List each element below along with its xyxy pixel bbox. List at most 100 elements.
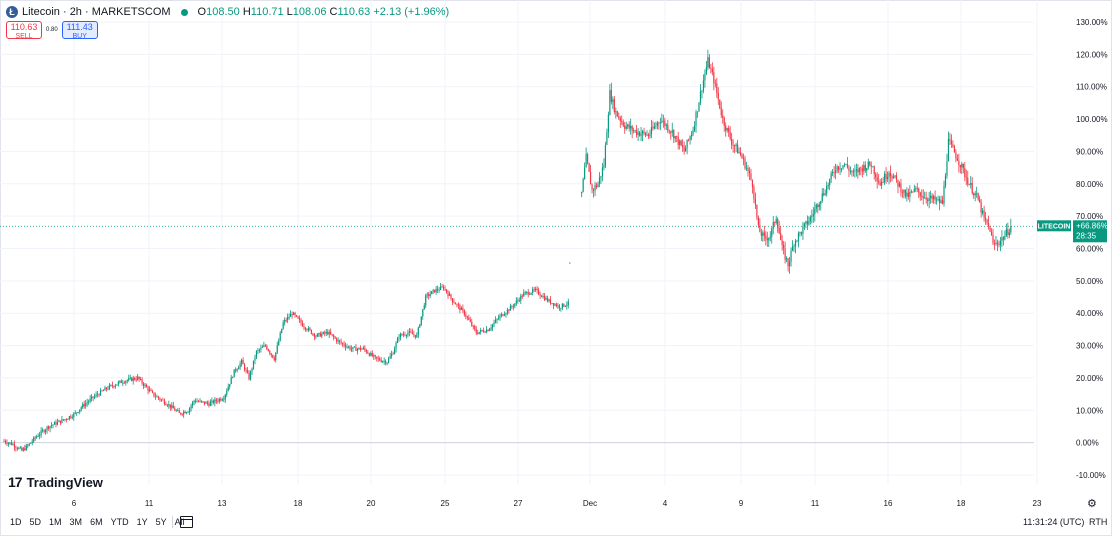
symbol-title[interactable]: Litecoin · 2h · MARKETSCOM xyxy=(22,6,171,18)
candle-body xyxy=(116,384,118,386)
x-tick-label: 6 xyxy=(72,499,77,508)
sell-button[interactable]: 110.63 SELL xyxy=(6,21,42,40)
range-all-button[interactable]: All xyxy=(174,517,185,527)
candle-body xyxy=(872,166,874,168)
candle-body xyxy=(882,182,884,183)
candle-body xyxy=(393,349,396,355)
candle-body xyxy=(46,426,48,431)
session-toggle[interactable]: RTH xyxy=(1089,517,1108,527)
candle-body xyxy=(512,306,514,308)
candle-body xyxy=(876,177,878,182)
candle-body xyxy=(989,225,991,232)
candle-body xyxy=(901,192,904,194)
candle-body xyxy=(16,448,18,449)
gear-icon[interactable]: ⚙ xyxy=(1087,498,1097,510)
candle-body xyxy=(784,248,786,260)
candle-body xyxy=(787,258,789,267)
candle-body xyxy=(652,127,654,129)
range-1d-button[interactable]: 1D xyxy=(10,517,22,527)
candle-body xyxy=(230,377,232,385)
range-5y-button[interactable]: 5Y xyxy=(155,517,167,527)
candle-body xyxy=(858,167,860,173)
candle-body xyxy=(214,399,216,404)
candle-body xyxy=(719,99,721,109)
candle-body xyxy=(220,398,222,401)
candle-body xyxy=(631,126,633,131)
candle-body xyxy=(358,347,360,349)
range-3m-button[interactable]: 3M xyxy=(69,517,83,527)
candle-body xyxy=(946,161,948,176)
candle-body xyxy=(999,240,1002,246)
candle-body xyxy=(110,384,112,386)
candle-body xyxy=(148,389,151,391)
candle-body xyxy=(903,189,905,193)
candle-body xyxy=(18,447,20,449)
candle-body xyxy=(399,333,402,338)
candle-body xyxy=(600,176,602,178)
candle-body xyxy=(137,376,139,380)
candle-body xyxy=(490,327,492,330)
candle-body xyxy=(606,132,608,145)
range-1y-button[interactable]: 1Y xyxy=(136,517,148,527)
candle-body xyxy=(925,197,927,200)
range-6m-button[interactable]: 6M xyxy=(90,517,103,527)
candle-body xyxy=(785,258,788,260)
candle-body xyxy=(517,300,519,302)
tradingview-logo[interactable]: 17 TradingView xyxy=(8,474,103,490)
candle-body xyxy=(241,359,243,364)
candle-body xyxy=(435,288,437,293)
candle-body xyxy=(315,336,317,338)
buy-button[interactable]: 111.43 BUY xyxy=(61,21,98,40)
candle-body xyxy=(824,193,826,195)
calendar-icon[interactable] xyxy=(180,516,193,528)
sell-price: 110.63 xyxy=(10,22,38,32)
candle-body xyxy=(500,314,503,316)
clock: 11:31:24 (UTC) xyxy=(1023,517,1085,527)
candle-body xyxy=(701,90,703,92)
candle-body xyxy=(594,185,596,191)
candle-body xyxy=(472,325,474,327)
open-value: 108.50 xyxy=(206,6,240,18)
candle-body xyxy=(36,436,38,438)
range-1m-button[interactable]: 1M xyxy=(49,517,62,527)
candle-body xyxy=(232,377,234,378)
candle-body xyxy=(405,335,408,336)
candle-body xyxy=(1004,235,1006,240)
candle-body xyxy=(797,233,800,241)
candle-body xyxy=(941,200,944,204)
candle-body xyxy=(113,386,115,387)
candle-body xyxy=(913,188,915,192)
candle-body xyxy=(833,172,835,174)
candle-body xyxy=(1001,237,1003,241)
candle-body xyxy=(119,380,121,383)
candle-body xyxy=(496,319,498,320)
range-ytd-button[interactable]: YTD xyxy=(110,517,129,527)
candle-body xyxy=(665,124,667,126)
candle-body xyxy=(783,244,785,249)
candle-body xyxy=(276,345,278,353)
candle-body xyxy=(212,400,214,404)
candle-body xyxy=(25,445,27,451)
range-5d-button[interactable]: 5D xyxy=(29,517,42,527)
candle-body xyxy=(269,350,271,354)
candle-body xyxy=(141,379,143,384)
candle-body xyxy=(837,166,840,170)
candle-body xyxy=(322,332,324,334)
x-tick-label: 25 xyxy=(441,499,450,508)
candle-body xyxy=(646,134,648,136)
candle-body xyxy=(869,161,871,166)
candle-body xyxy=(451,298,454,302)
candle-body xyxy=(67,419,69,420)
candle-body xyxy=(502,314,504,316)
candle-body xyxy=(729,132,731,139)
candle-body xyxy=(538,289,540,295)
candle-body xyxy=(34,437,36,439)
candle-body xyxy=(560,307,562,309)
candle-body xyxy=(275,352,277,361)
candle-body xyxy=(864,165,866,171)
candle-body xyxy=(353,346,356,348)
candle-body xyxy=(634,130,636,132)
candle-body xyxy=(359,347,361,350)
candle-body xyxy=(979,199,981,203)
